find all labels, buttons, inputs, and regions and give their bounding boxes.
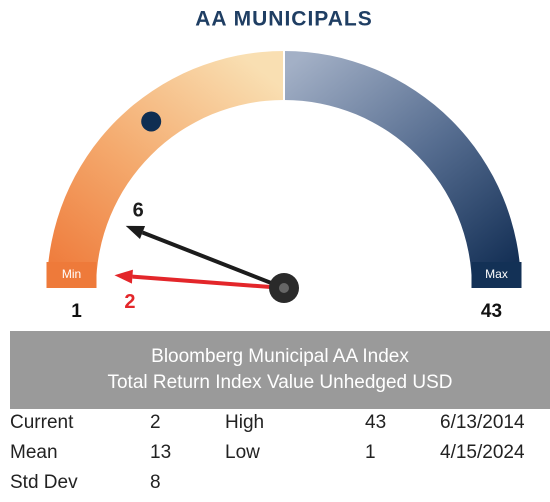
stats-cell: 4/15/2024 (440, 442, 525, 463)
stats-cell: 13 (150, 442, 172, 463)
needle-label: 6 (133, 199, 144, 221)
chart-title: AA MUNICIPALS (195, 8, 373, 31)
needle (132, 274, 285, 290)
gauge-arc-high (284, 51, 521, 288)
tick-label: 1 (71, 301, 82, 322)
needle-label: 2 (124, 291, 135, 313)
stats-title: Total Return Index Value Unhedged USD (107, 372, 453, 393)
stats-cell: High (225, 412, 265, 433)
max-label: Max (485, 267, 508, 281)
stats-title: Bloomberg Municipal AA Index (151, 346, 409, 367)
stats-cell: 6/13/2014 (440, 412, 525, 433)
needle-head (114, 269, 133, 284)
stats-row: Current 2 High 43 6/13/2014 (10, 412, 550, 442)
stats-cell: 43 (365, 412, 387, 433)
stats-cell: 2 (150, 412, 161, 433)
gauge-arc-low (47, 51, 284, 288)
min-label: Min (62, 267, 81, 281)
stats-cell: Low (225, 442, 260, 463)
stats-table: Current 2 High 43 6/13/2014 Mean 13 Low 1 4/15/20… (10, 412, 550, 502)
tick-label: 43 (481, 301, 502, 322)
gauge-chart: AA MUNICIPALS Min 1 Max 43 6 2 (46, 8, 522, 322)
end-box (46, 262, 97, 288)
end-box (471, 262, 522, 288)
needle-head (125, 225, 146, 239)
stats-cell: 8 (150, 472, 161, 493)
stats-row: Mean 13 Low 1 4/15/2024 (10, 442, 550, 472)
stats-row: Std Dev 8 (10, 472, 550, 502)
stats-cell: Mean (10, 442, 58, 463)
needle (141, 230, 285, 290)
hub-center (279, 283, 289, 293)
mean-marker (141, 111, 162, 132)
stats-header: Bloomberg Municipal AA Index Total Return… (10, 331, 550, 409)
stats-cell: Std Dev (10, 472, 78, 493)
stats-cell: Current (10, 412, 74, 433)
stats-cell: 1 (365, 442, 376, 463)
